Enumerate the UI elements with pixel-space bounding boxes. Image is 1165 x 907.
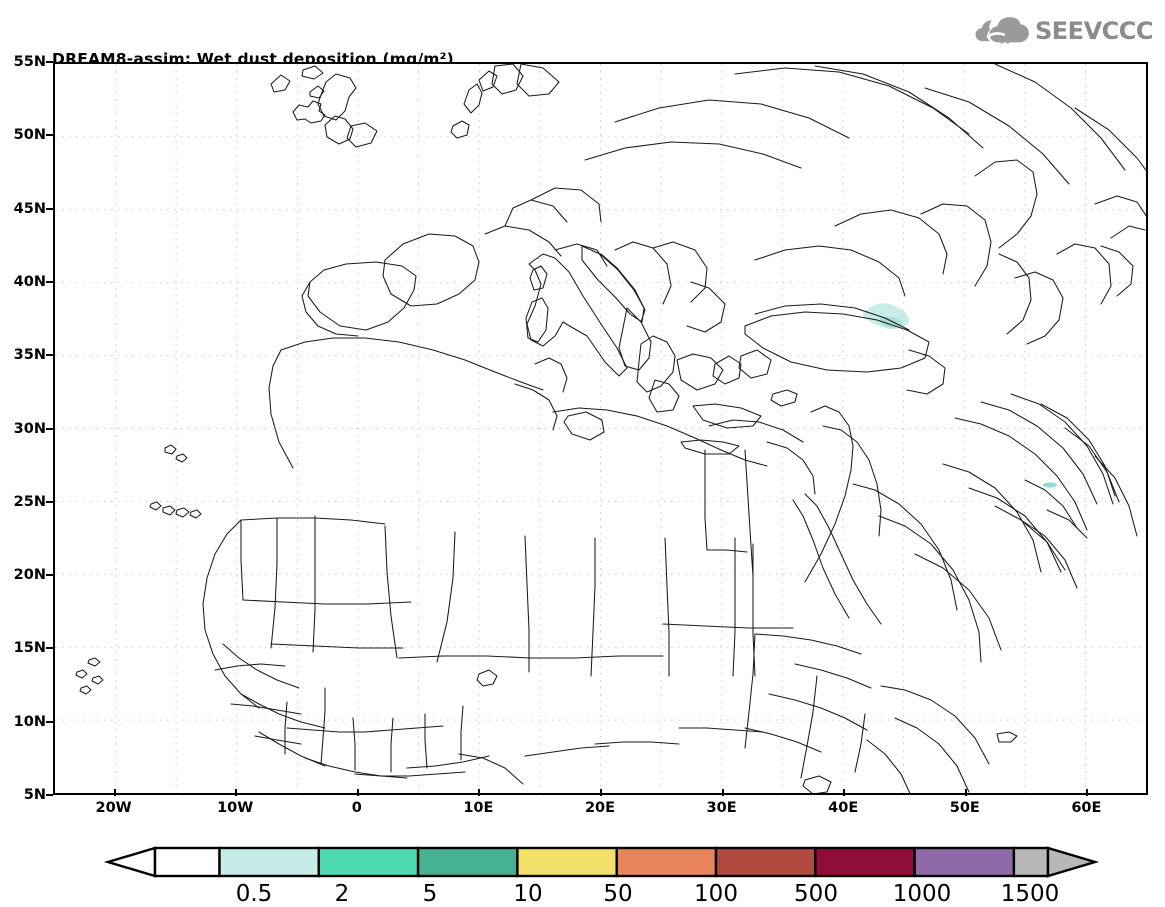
cloud-icon <box>975 14 1029 48</box>
logo-text: SEEVCCC <box>1035 17 1154 45</box>
map-gridlines <box>55 64 1146 793</box>
y-tick-30n: 30N <box>13 420 46 437</box>
x-tick-10w: 10W <box>217 800 254 816</box>
y-tick-10n: 10N <box>13 713 46 730</box>
x-tick-40e: 40E <box>828 800 859 816</box>
deposition-shading <box>862 303 1057 488</box>
colorbar[interactable]: 0.5 2 5 10 50 100 500 1000 1500 <box>0 845 1165 907</box>
colorbar-tick-50: 50 <box>603 881 633 907</box>
y-tick-45n: 45N <box>13 200 46 217</box>
x-tick-10e: 10E <box>463 800 494 816</box>
colorbar-tick-0-5: 0.5 <box>235 881 273 907</box>
y-tick-5n: 5N <box>23 787 46 803</box>
colorbar-tick-100: 100 <box>694 881 738 907</box>
map-coastlines <box>75 64 1146 793</box>
seevccc-logo: SEEVCCC <box>975 14 1154 48</box>
x-tick-20e: 20E <box>584 800 616 816</box>
x-tick-50e: 50E <box>949 800 980 816</box>
y-tick-15n: 15N <box>13 640 46 657</box>
y-tick-35n: 35N <box>13 347 46 364</box>
y-tick-25n: 25N <box>13 493 46 510</box>
colorbar-tick-1500: 1500 <box>1000 881 1060 907</box>
x-tick-0: 0 <box>351 800 362 816</box>
colorbar-tick-5: 5 <box>422 881 438 907</box>
colorbar-swatches <box>103 846 1100 878</box>
y-tick-40n: 40N <box>13 273 46 290</box>
colorbar-tick-1000: 1000 <box>892 881 952 907</box>
y-tick-20n: 20N <box>13 567 46 584</box>
y-tick-55n: 55N <box>13 54 46 70</box>
x-tick-60e: 60E <box>1071 800 1102 816</box>
x-tick-30e: 30E <box>706 800 737 816</box>
map-canvas <box>55 64 1146 793</box>
y-tick-50n: 50N <box>13 127 46 144</box>
colorbar-tick-500: 500 <box>794 881 838 907</box>
colorbar-tick-10: 10 <box>513 881 543 907</box>
colorbar-tick-2: 2 <box>334 881 350 907</box>
x-tick-20w: 20W <box>95 800 132 816</box>
map-plot-area[interactable] <box>53 62 1148 795</box>
